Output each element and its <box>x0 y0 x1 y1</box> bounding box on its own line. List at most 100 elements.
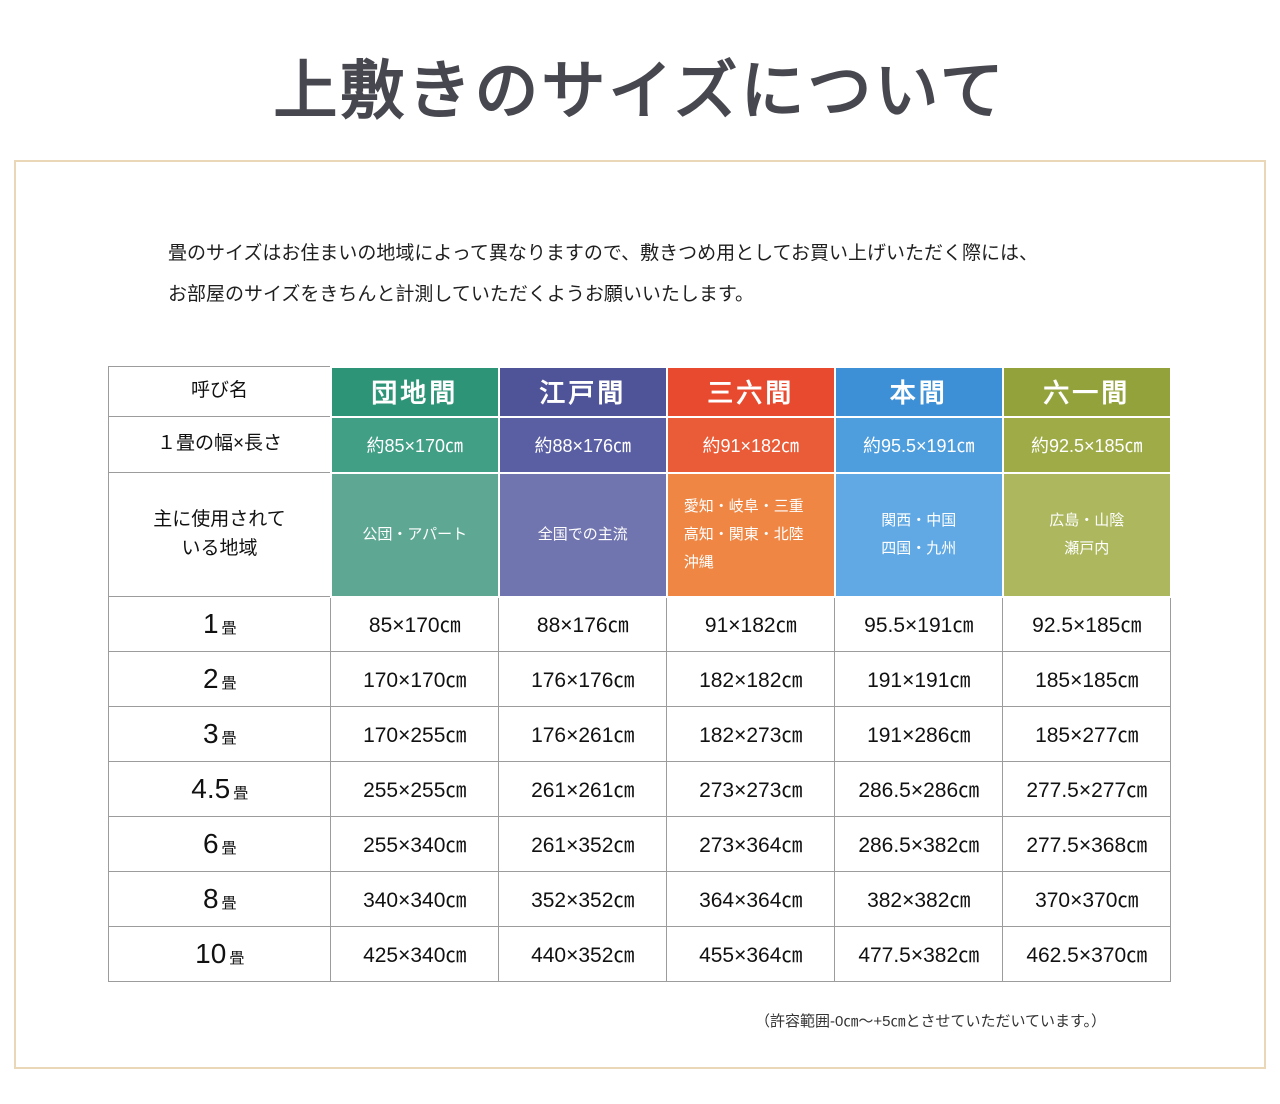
size-value-cell: 95.5×191㎝ <box>834 596 1004 653</box>
size-value-cell: 440×352㎝ <box>498 926 668 983</box>
region-label: 主に使用されて いる地域 <box>108 472 332 598</box>
row-label-number: 2 <box>202 663 219 695</box>
row-label-number: 6 <box>202 828 219 860</box>
column-header-edoma: 江戸間 <box>497 365 668 418</box>
unit-size-cell: 約92.5×185㎝ <box>1001 415 1172 474</box>
row-label-unit: 畳 <box>229 950 245 968</box>
size-value-cell: 85×170㎝ <box>330 596 500 653</box>
row-label-unit: 畳 <box>221 620 237 638</box>
table-row: 10 畳 425×340㎝ 440×352㎝ 455×364㎝ 477.5×382… <box>108 926 1172 983</box>
content-panel: 畳のサイズはお住まいの地域によって異なりますので、敷きつめ用としてお買い上げいた… <box>14 160 1266 1070</box>
size-value-cell: 185×185㎝ <box>1002 651 1172 708</box>
size-value-cell: 382×382㎝ <box>834 871 1004 928</box>
size-value-cell: 170×170㎝ <box>330 651 500 708</box>
size-value-cell: 261×352㎝ <box>498 816 668 873</box>
size-value-cell: 88×176㎝ <box>498 596 668 653</box>
region-line: 瀬戸内 <box>1064 539 1110 557</box>
tatami-size-table: 呼び名 団地間 江戸間 三六間 本間 六一間 １畳の幅×長さ 約85×170㎝ … <box>108 365 1172 983</box>
intro-text: 畳のサイズはお住まいの地域によって異なりますので、敷きつめ用としてお買い上げいた… <box>168 234 1134 316</box>
size-value-cell: 277.5×277㎝ <box>1002 761 1172 818</box>
region-label-line: 主に使用されて <box>153 509 286 531</box>
size-value-cell: 286.5×286㎝ <box>834 761 1004 818</box>
region-line: 高知・関東・北陸 <box>683 525 804 543</box>
size-value-cell: 191×286㎝ <box>834 706 1004 763</box>
tolerance-footnote: （許容範囲-0㎝〜+5㎝とさせていただいています。） <box>755 1013 1106 1031</box>
row-label-number: 10 <box>195 938 227 970</box>
size-value-cell: 273×364㎝ <box>666 816 836 873</box>
column-header-honma: 本間 <box>833 365 1004 418</box>
size-value-cell: 191×191㎝ <box>834 651 1004 708</box>
size-value-cell: 352×352㎝ <box>498 871 668 928</box>
column-header-sabuichi: 三六間 <box>665 365 836 418</box>
unit-size-cell: 約91×182㎝ <box>665 415 836 474</box>
size-value-cell: 340×340㎝ <box>330 871 500 928</box>
row-label-unit: 畳 <box>221 730 237 748</box>
row-label-unit: 畳 <box>221 895 237 913</box>
size-value-cell: 261×261㎝ <box>498 761 668 818</box>
size-value-cell: 91×182㎝ <box>666 596 836 653</box>
size-value-cell: 92.5×185㎝ <box>1002 596 1172 653</box>
intro-line-1: 畳のサイズはお住まいの地域によって異なりますので、敷きつめ用としてお買い上げいた… <box>168 243 1039 264</box>
row-label-number: 4.5 <box>191 773 231 805</box>
region-cell: 関西・中国 四国・九州 <box>833 471 1004 598</box>
size-value-cell: 176×176㎝ <box>498 651 668 708</box>
row-label: 4.5 畳 <box>108 761 332 818</box>
region-line: 全国での主流 <box>537 525 628 543</box>
size-value-cell: 170×255㎝ <box>330 706 500 763</box>
region-line: 公団・アパート <box>362 525 468 543</box>
size-value-cell: 477.5×382㎝ <box>834 926 1004 983</box>
region-label-line: いる地域 <box>181 537 258 559</box>
size-value-cell: 455×364㎝ <box>666 926 836 983</box>
header-row: 呼び名 団地間 江戸間 三六間 本間 六一間 <box>108 365 1172 418</box>
row-label-unit: 畳 <box>221 675 237 693</box>
row-label-number: 1 <box>202 608 219 640</box>
region-line: 広島・山陰 <box>1049 511 1125 529</box>
intro-line-2: お部屋のサイズをきちんと計測していただくようお願いいたします。 <box>168 283 754 305</box>
region-line: 関西・中国 <box>881 511 957 529</box>
size-value-cell: 182×182㎝ <box>666 651 836 708</box>
row-label-number: 8 <box>202 883 219 915</box>
size-value-cell: 182×273㎝ <box>666 706 836 763</box>
unit-size-cell: 約85×170㎝ <box>329 415 500 474</box>
region-line: 愛知・岐阜・三重 <box>683 498 804 516</box>
size-value-cell: 370×370㎝ <box>1002 871 1172 928</box>
unit-size-row: １畳の幅×長さ 約85×170㎝ 約88×176㎝ 約91×182㎝ 約95.5… <box>108 415 1172 474</box>
unit-size-cell: 約95.5×191㎝ <box>833 415 1004 474</box>
size-value-cell: 255×255㎝ <box>330 761 500 818</box>
page-title: 上敷きのサイズについて <box>273 56 1007 127</box>
size-value-cell: 286.5×382㎝ <box>834 816 1004 873</box>
size-value-cell: 277.5×368㎝ <box>1002 816 1172 873</box>
size-value-cell: 364×364㎝ <box>666 871 836 928</box>
region-row: 主に使用されて いる地域 公団・アパート 全国での主流 愛知・岐阜・三重 高知・… <box>108 471 1172 598</box>
size-value-cell: 462.5×370㎝ <box>1002 926 1172 983</box>
column-header-rokuichima: 六一間 <box>1001 365 1172 418</box>
column-header-danchima: 団地間 <box>329 365 500 418</box>
region-cell: 愛知・岐阜・三重 高知・関東・北陸 沖縄 <box>665 471 836 598</box>
size-value-cell: 425×340㎝ <box>330 926 500 983</box>
region-cell: 全国での主流 <box>497 471 668 598</box>
row-label: 10 畳 <box>108 926 332 983</box>
header-name-label: 呼び名 <box>108 366 332 418</box>
table-row: 4.5 畳 255×255㎝ 261×261㎝ 273×273㎝ 286.5×28… <box>108 761 1172 818</box>
size-value-cell: 185×277㎝ <box>1002 706 1172 763</box>
row-label-unit: 畳 <box>233 785 249 803</box>
region-cell: 公団・アパート <box>329 471 500 598</box>
row-label-number: 3 <box>202 718 219 750</box>
unit-size-label: １畳の幅×長さ <box>108 416 332 474</box>
region-line: 四国・九州 <box>881 539 957 557</box>
region-line: 沖縄 <box>683 553 714 571</box>
size-value-cell: 255×340㎝ <box>330 816 500 873</box>
unit-size-cell: 約88×176㎝ <box>497 415 668 474</box>
row-label-unit: 畳 <box>221 840 237 858</box>
